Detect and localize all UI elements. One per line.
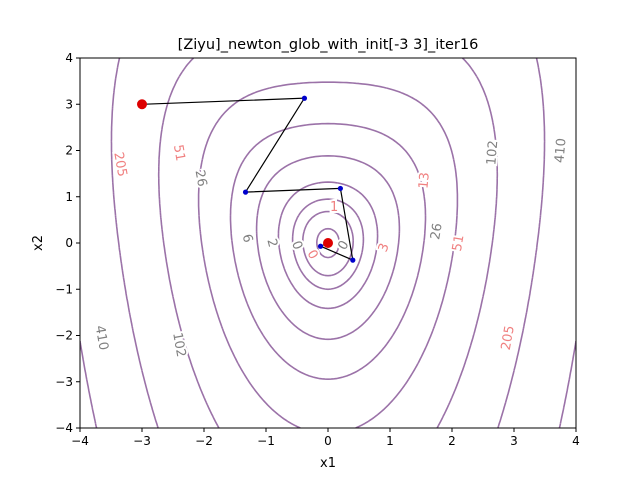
contour-line: [197, 81, 459, 428]
x-tick-label: 3: [510, 434, 518, 448]
contour-label: 26: [428, 222, 446, 241]
x-tick-label: −2: [195, 434, 213, 448]
contour-label: 13: [416, 172, 432, 190]
contour-label: 102: [484, 140, 501, 166]
contour-line: [255, 155, 401, 341]
contour-label: 51: [170, 143, 188, 162]
x-axis-label: x1: [320, 456, 336, 471]
contour-label: 205: [499, 324, 518, 351]
y-tick-label: 1: [65, 190, 73, 204]
contour-label: 410: [552, 138, 569, 164]
x-tick-label: 2: [448, 434, 456, 448]
y-tick-label: 4: [65, 51, 73, 65]
y-tick-label: −3: [55, 375, 73, 389]
x-tick-label: 0: [324, 434, 332, 448]
contour-line: [157, 58, 499, 428]
y-axis: −4 −3 −2 −1 0 1 2 3 4: [55, 51, 80, 435]
contour-label: 51: [450, 234, 468, 253]
newton-iteration-path: [137, 95, 356, 263]
y-tick-label: −2: [55, 329, 73, 343]
y-axis-label: x2: [31, 235, 46, 251]
iterate-point: [337, 185, 343, 192]
start-point: [137, 99, 147, 110]
contour-label: 205: [110, 151, 129, 178]
chart-title: [Ziyu]_newton_glob_with_init[-3 3]_iter1…: [178, 37, 479, 53]
contour-label: 102: [169, 331, 188, 358]
iterate-point: [350, 257, 356, 263]
x-tick-label: 4: [572, 434, 580, 448]
x-tick-label: −3: [133, 434, 151, 448]
x-tick-label: −1: [257, 434, 275, 448]
contour-label: 26: [192, 169, 210, 188]
x-tick-label: −4: [71, 434, 89, 448]
iterate-point: [317, 243, 324, 249]
y-tick-label: 3: [65, 97, 73, 111]
contour-line: [277, 181, 379, 310]
iterate-point: [301, 95, 308, 101]
contour-line: [291, 198, 365, 291]
x-axis: −4 −3 −2 −1 0 1 2 3 4: [71, 428, 580, 448]
y-tick-label: 0: [65, 236, 73, 250]
end-point: [323, 238, 333, 248]
contour-label: 410: [92, 324, 111, 351]
y-tick-label: −4: [55, 421, 73, 435]
iterate-point: [242, 189, 249, 195]
x-tick-label: 1: [386, 434, 394, 448]
contour-line: [316, 227, 340, 259]
contour-label: 1: [330, 200, 338, 215]
contour-line: [229, 122, 427, 380]
y-tick-label: −1: [55, 282, 73, 296]
contour-line: [110, 58, 546, 428]
contour-lines: [80, 58, 576, 428]
y-tick-label: 2: [65, 144, 73, 158]
contour-line: [80, 340, 576, 428]
